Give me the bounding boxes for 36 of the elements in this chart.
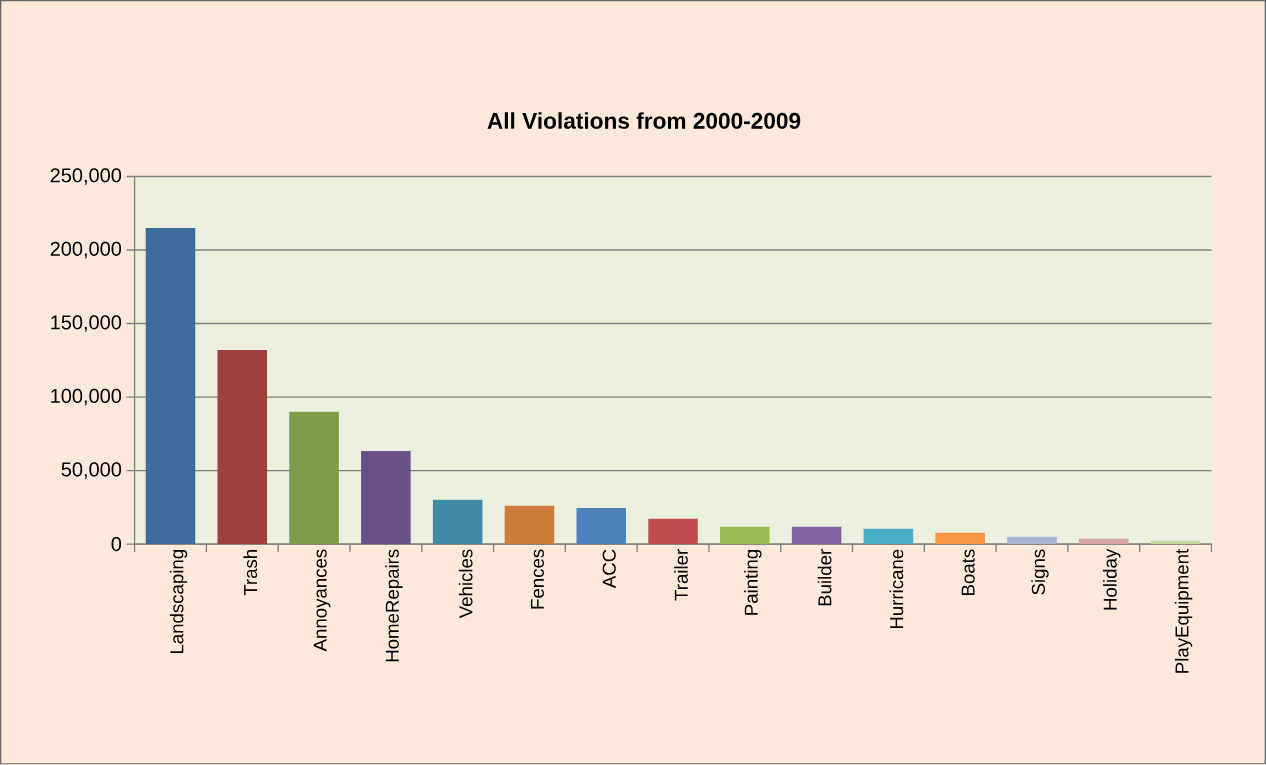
x-tick-label: Vehicles <box>458 549 473 619</box>
x-tick-label: Trash <box>243 550 258 596</box>
x-tick-label: Annoyances <box>313 549 331 652</box>
bar <box>289 411 339 545</box>
x-tick-label: Builder <box>817 549 832 606</box>
bar <box>217 350 268 545</box>
bar <box>361 451 411 545</box>
x-tick-label: Boats <box>961 549 975 596</box>
x-tick-label: Trailer <box>674 549 688 601</box>
bar <box>1079 538 1129 545</box>
x-tick-label: HomeRepairs <box>385 549 403 662</box>
x-tick-label: Signs <box>1031 549 1049 595</box>
bar <box>720 526 770 545</box>
x-tick-label: Landscaping <box>169 550 188 654</box>
y-tick-label: 150,000 <box>51 315 122 333</box>
bar <box>576 508 627 545</box>
bar <box>145 228 196 545</box>
y-tick-label: 50,000 <box>61 462 122 480</box>
bar <box>935 532 985 545</box>
x-tick-label: Holiday <box>1103 549 1121 610</box>
x-tick-label: PlayEquipment <box>1174 549 1193 673</box>
x-tick-label: Painting <box>744 550 762 615</box>
bar <box>863 528 914 545</box>
y-tick-label: 100,000 <box>51 389 122 406</box>
bar <box>791 526 842 545</box>
y-tick-label: 0 <box>111 537 122 552</box>
x-tick-label: Fences <box>530 549 544 609</box>
bar <box>432 500 483 545</box>
bar <box>504 506 555 545</box>
x-tick-label: ACC <box>602 549 616 589</box>
y-tick-label: 250,000 <box>50 168 122 185</box>
chart-title: All Violations from 2000-2009 <box>487 112 801 130</box>
x-tick-label: Hurricane <box>889 549 904 629</box>
y-tick-label: 200,000 <box>50 241 122 259</box>
bar <box>648 518 698 545</box>
bar <box>1007 536 1057 545</box>
